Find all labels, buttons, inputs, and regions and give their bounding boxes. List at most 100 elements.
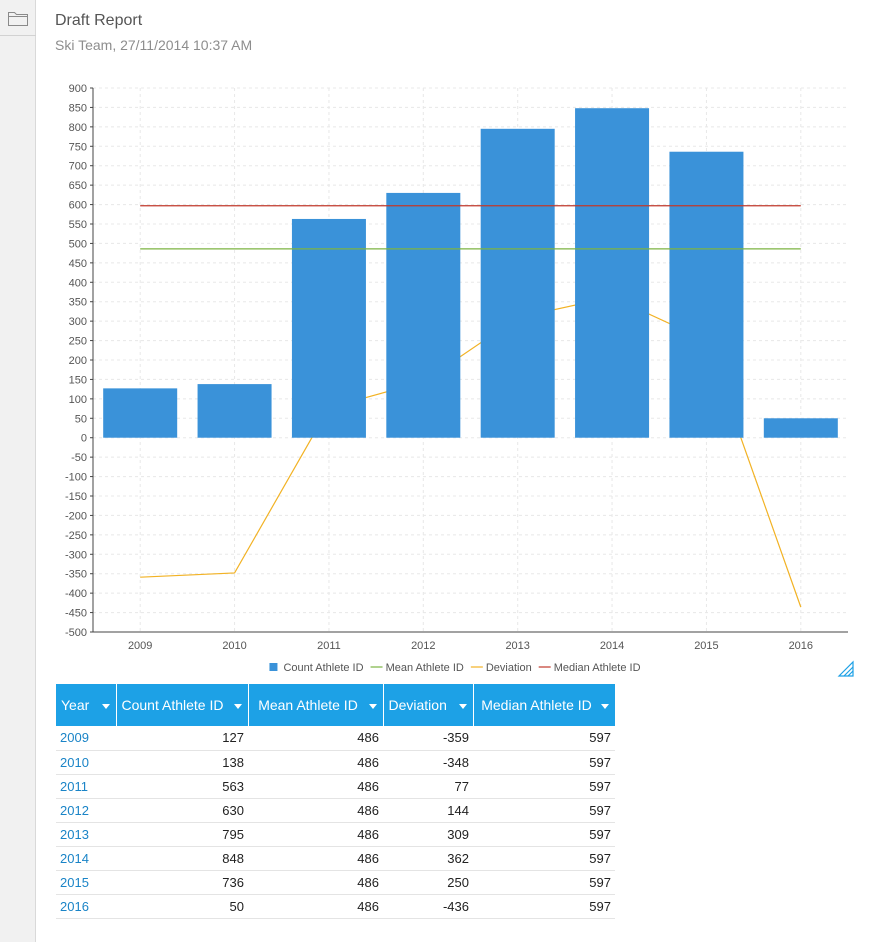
x-tick-label: 2015	[694, 640, 718, 652]
column-header-label: Median Athlete ID	[481, 697, 592, 713]
table-row: 2013 795 486 309 597	[56, 822, 615, 847]
sort-caret-icon[interactable]	[101, 704, 110, 709]
column-header-label: Deviation	[388, 697, 447, 713]
mean-cell: 486	[248, 798, 383, 823]
x-tick-label: 2009	[128, 640, 152, 652]
year-link[interactable]: 2009	[56, 726, 116, 751]
year-link[interactable]: 2012	[56, 798, 116, 823]
x-tick-label: 2010	[222, 640, 246, 652]
mean-cell: 486	[248, 822, 383, 847]
bar	[197, 384, 272, 438]
sort-caret-icon[interactable]	[233, 704, 242, 709]
table-row: 2011 563 486 77 597	[56, 774, 615, 799]
x-tick-label: 2012	[411, 640, 435, 652]
count-cell: 127	[116, 726, 248, 751]
y-tick-label: 650	[69, 180, 87, 192]
folder-icon	[8, 11, 28, 26]
y-tick-label: -200	[65, 510, 87, 522]
bar	[575, 108, 650, 438]
bar	[386, 192, 461, 438]
median-cell: 597	[473, 894, 615, 919]
y-tick-label: 450	[69, 258, 87, 270]
count-cell: 138	[116, 750, 248, 775]
column-header-count[interactable]: Count Athlete ID	[116, 684, 249, 726]
mean-cell: 486	[248, 726, 383, 751]
table-row: 2012 630 486 144 597	[56, 798, 615, 823]
y-tick-label: -250	[65, 530, 87, 542]
year-link[interactable]: 2015	[56, 870, 116, 895]
y-tick-label: -150	[65, 491, 87, 503]
y-tick-label: 600	[69, 200, 87, 212]
folder-button[interactable]	[0, 0, 36, 36]
report-subtitle: Ski Team, 27/11/2014 10:37 AM	[55, 37, 253, 53]
sort-caret-icon[interactable]	[458, 704, 467, 709]
deviation-cell: 309	[383, 822, 473, 847]
mean-cell: 486	[248, 774, 383, 799]
year-link[interactable]: 2014	[56, 846, 116, 871]
year-link[interactable]: 2013	[56, 822, 116, 847]
resize-icon	[837, 660, 854, 677]
median-cell: 597	[473, 726, 615, 751]
column-header-mean[interactable]: Mean Athlete ID	[248, 684, 384, 726]
bar	[669, 151, 744, 438]
deviation-cell: -436	[383, 894, 473, 919]
sidebar	[0, 0, 36, 942]
bar	[291, 218, 366, 438]
count-cell: 563	[116, 774, 248, 799]
table-header-row: Year Count Athlete ID Mean Athlete ID De…	[56, 684, 616, 726]
mean-cell: 486	[248, 894, 383, 919]
report-title: Draft Report	[55, 12, 143, 29]
median-cell: 597	[473, 870, 615, 895]
y-tick-label: 250	[69, 336, 87, 348]
bar	[480, 128, 555, 438]
column-header-year[interactable]: Year	[56, 684, 117, 726]
median-cell: 597	[473, 822, 615, 847]
table-row: 2014 848 486 362 597	[56, 846, 615, 871]
y-tick-label: 850	[69, 102, 87, 114]
column-header-label: Count Athlete ID	[121, 697, 224, 713]
column-header-deviation[interactable]: Deviation	[383, 684, 474, 726]
legend-label: Deviation	[486, 662, 532, 674]
legend-swatch	[269, 663, 278, 671]
x-tick-label: 2016	[789, 640, 813, 652]
y-tick-label: 200	[69, 355, 87, 367]
mean-cell: 486	[248, 846, 383, 871]
sort-caret-icon[interactable]	[368, 704, 377, 709]
y-tick-label: 400	[69, 277, 87, 289]
y-tick-label: -500	[65, 627, 87, 639]
median-cell: 597	[473, 750, 615, 775]
median-cell: 597	[473, 846, 615, 871]
count-cell: 50	[116, 894, 248, 919]
y-tick-label: -450	[65, 608, 87, 620]
y-tick-label: 550	[69, 219, 87, 231]
year-link[interactable]: 2011	[56, 774, 116, 799]
data-table: Year Count Athlete ID Mean Athlete ID De…	[56, 684, 616, 919]
legend-label: Median Athlete ID	[554, 662, 641, 674]
mean-cell: 486	[248, 750, 383, 775]
count-cell: 736	[116, 870, 248, 895]
year-link[interactable]: 2010	[56, 750, 116, 775]
y-tick-label: 300	[69, 316, 87, 328]
y-tick-label: -350	[65, 569, 87, 581]
y-tick-label: 150	[69, 374, 87, 386]
deviation-cell: 250	[383, 870, 473, 895]
y-tick-label: 800	[69, 122, 87, 134]
table-row: 2016 50 486 -436 597	[56, 894, 615, 919]
chart-resize-handle[interactable]	[837, 660, 855, 678]
mean-cell: 486	[248, 870, 383, 895]
deviation-cell: 362	[383, 846, 473, 871]
x-tick-label: 2014	[600, 640, 624, 652]
legend-label: Count Athlete ID	[283, 662, 363, 674]
y-tick-label: -300	[65, 549, 87, 561]
y-tick-label: 100	[69, 394, 87, 406]
sort-caret-icon[interactable]	[600, 704, 609, 709]
x-tick-label: 2011	[317, 640, 341, 652]
column-header-median[interactable]: Median Athlete ID	[473, 684, 616, 726]
deviation-cell: -359	[383, 726, 473, 751]
y-tick-label: 900	[69, 83, 87, 95]
column-header-label: Mean Athlete ID	[258, 697, 358, 713]
table-row: 2015 736 486 250 597	[56, 870, 615, 895]
combo-chart: -500-450-400-350-300-250-200-150-100-500…	[65, 83, 848, 674]
bar	[103, 388, 178, 438]
year-link[interactable]: 2016	[56, 894, 116, 919]
